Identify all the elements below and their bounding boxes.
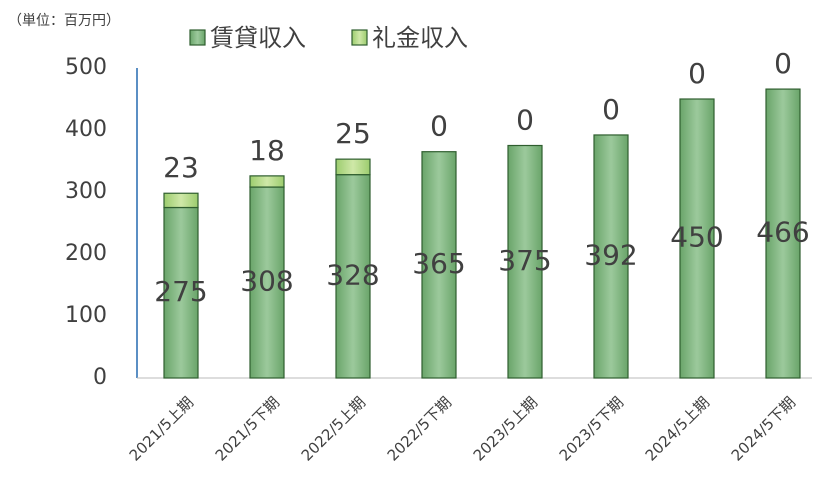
data-label: 375 (498, 244, 551, 277)
data-label: 392 (584, 238, 637, 271)
data-label: 0 (774, 47, 792, 80)
y-tick-label: 500 (65, 55, 107, 80)
data-label: 466 (756, 216, 809, 249)
bar-segment (679, 98, 715, 379)
x-tick-label: 2023/5下期 (556, 393, 627, 464)
data-label: 25 (335, 117, 371, 150)
x-tick-label: 2024/5下期 (728, 393, 799, 464)
y-tick-label: 0 (93, 365, 107, 390)
data-label: 0 (688, 57, 706, 90)
x-tick-label: 2023/5上期 (470, 393, 541, 464)
legend-label: 礼金収入 (372, 24, 468, 52)
bar-segment (507, 144, 543, 379)
y-tick-label: 200 (65, 241, 107, 266)
bar-segment (421, 151, 457, 379)
bar-segment (335, 158, 371, 176)
x-tick-label: 2021/5下期 (212, 393, 283, 464)
data-label: 0 (516, 104, 534, 137)
x-tick-label: 2024/5上期 (642, 393, 713, 464)
bar-segment (593, 134, 629, 379)
y-tick-label: 400 (65, 117, 107, 142)
data-label: 0 (430, 110, 448, 143)
data-label: 308 (240, 265, 293, 298)
bar-segment (335, 174, 371, 379)
y-tick-label: 300 (65, 179, 107, 204)
legend-label: 賃貸収入 (210, 24, 306, 52)
bar-segment (249, 175, 285, 188)
x-tick-label: 2022/5下期 (384, 393, 455, 464)
bar-segment (765, 88, 801, 379)
data-label: 275 (154, 275, 207, 308)
data-label: 328 (326, 258, 379, 291)
data-label: 23 (163, 151, 199, 184)
data-label: 18 (249, 134, 285, 167)
bar-segment (163, 206, 199, 379)
unit-label: （単位：百万円） (8, 13, 120, 29)
data-label: 450 (670, 221, 723, 254)
legend-swatch (189, 29, 206, 46)
data-label: 365 (412, 247, 465, 280)
legend-swatch (351, 29, 368, 46)
data-label: 0 (602, 93, 620, 126)
x-tick-label: 2021/5上期 (126, 393, 197, 464)
bar-segment (163, 192, 199, 209)
y-tick-label: 100 (65, 303, 107, 328)
x-tick-label: 2022/5上期 (298, 393, 369, 464)
